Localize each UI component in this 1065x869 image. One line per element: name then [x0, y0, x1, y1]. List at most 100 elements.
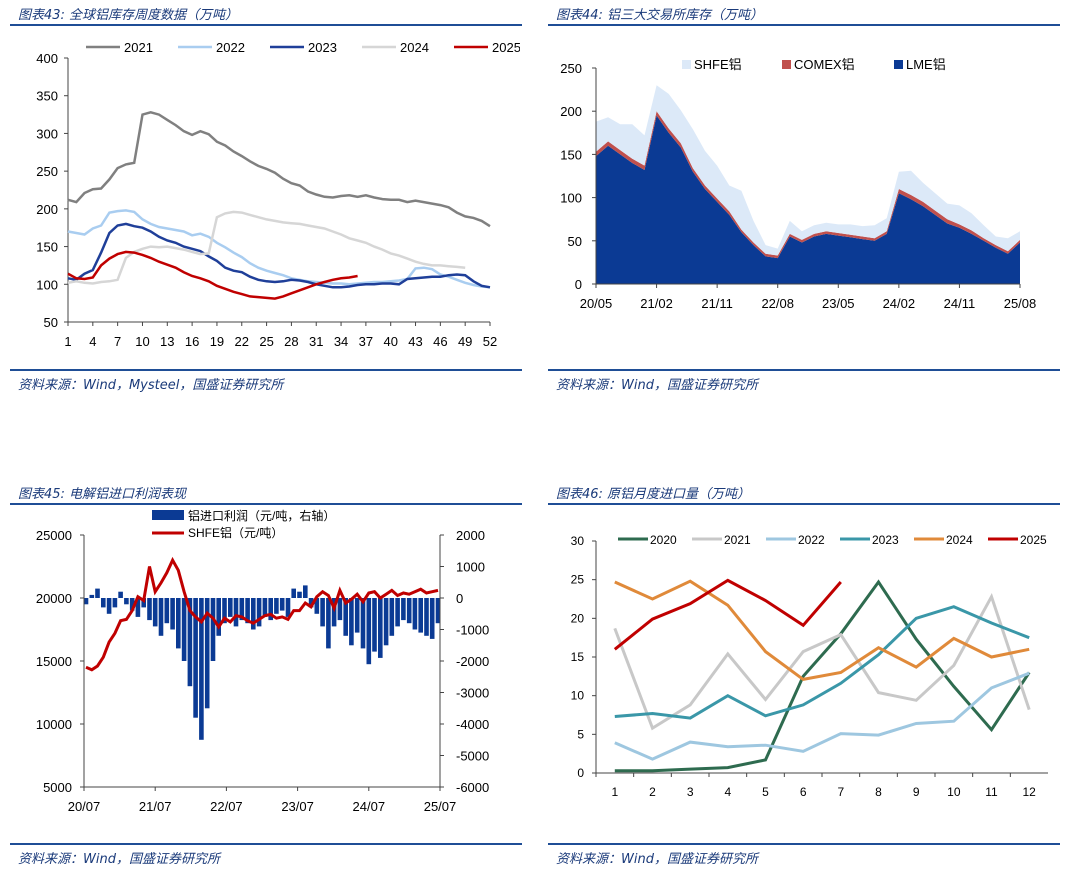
y-tick-label-left: 25000 — [36, 528, 72, 543]
profit-bar — [326, 598, 331, 649]
x-tick-label: 3 — [687, 785, 694, 799]
y-tick-label: 0 — [577, 766, 584, 780]
legend-label-2020: 2020 — [650, 533, 677, 547]
y-tick-label-right: -2000 — [456, 654, 489, 669]
y-tick-label: 100 — [560, 191, 582, 206]
profit-bar — [118, 591, 123, 598]
y-tick-label-left: 20000 — [36, 591, 72, 606]
x-tick-label: 21/02 — [640, 296, 673, 311]
profit-bar — [291, 588, 296, 598]
x-tick-label: 24/02 — [883, 296, 916, 311]
profit-bar — [245, 598, 250, 624]
x-tick-label: 4 — [89, 334, 96, 349]
x-tick-label: 7 — [837, 785, 844, 799]
x-tick-label: 22/07 — [210, 799, 243, 814]
y-tick-label: 150 — [36, 240, 58, 255]
chart45-import-profit: 500010000150002000025000-6000-5000-4000-… — [36, 508, 489, 814]
area-LME铝 — [596, 115, 1020, 284]
x-tick-label: 22/08 — [761, 296, 794, 311]
x-tick-label: 12 — [1022, 785, 1036, 799]
chart44-title: 图表44: 铝三大交易所库存（万吨） — [556, 8, 764, 23]
profit-bar — [222, 598, 227, 624]
series-line-2025 — [67, 250, 358, 300]
x-tick-label: 23/05 — [822, 296, 855, 311]
profit-bar — [262, 598, 268, 617]
series-line-2025 — [613, 578, 842, 651]
profit-bar — [331, 598, 337, 627]
x-tick-label: 31 — [309, 334, 323, 349]
x-tick-label: 49 — [458, 334, 472, 349]
chart43-source: 资料来源：Wind，Mysteel，国盛证券研究所 — [18, 378, 284, 393]
chart45-source: 资料来源：Wind，国盛证券研究所 — [18, 852, 220, 867]
x-tick-label: 1 — [611, 785, 618, 799]
y-tick-label: 0 — [575, 277, 582, 292]
profit-bar — [251, 598, 256, 630]
legend-label-LME铝: LME铝 — [906, 57, 946, 72]
profit-bar — [297, 591, 302, 598]
profit-bar — [152, 598, 158, 627]
profit-bar — [199, 598, 204, 740]
profit-bar — [366, 598, 372, 665]
chart46-title: 图表46: 原铝月度进口量（万吨） — [556, 487, 751, 502]
legend-label-profit: 铝进口利润（元/吨，右轴） — [188, 508, 335, 523]
profit-bar — [193, 598, 198, 718]
y-tick-label-left: 15000 — [36, 654, 72, 669]
profit-bar — [176, 598, 181, 649]
x-tick-label: 8 — [875, 785, 882, 799]
y-tick-label-right: -1000 — [456, 623, 489, 638]
profit-bar — [147, 598, 152, 621]
chart43-title: 图表43: 全球铝库存周度数据（万吨） — [18, 8, 239, 23]
y-tick-label-left: 5000 — [43, 780, 72, 795]
y-tick-label-right: -4000 — [456, 717, 489, 732]
y-tick-label: 100 — [36, 277, 58, 292]
legend-label-price: SHFE铝（元/吨） — [188, 525, 283, 540]
profit-bar — [106, 598, 112, 614]
legend-label-2023: 2023 — [872, 533, 899, 547]
chart45-title: 图表45: 电解铝进口利润表现 — [18, 487, 187, 502]
x-tick-label: 1 — [64, 334, 71, 349]
y-tick-label-left: 10000 — [36, 717, 72, 732]
profit-bar — [101, 598, 106, 608]
profit-bar — [279, 598, 285, 611]
series-line-2022 — [614, 671, 1030, 761]
profit-bar — [181, 598, 187, 661]
y-tick-label: 250 — [36, 164, 58, 179]
profit-bar — [429, 598, 435, 639]
profit-bar — [129, 598, 135, 611]
profit-bar — [256, 598, 262, 627]
x-tick-label: 5 — [762, 785, 769, 799]
profit-bar — [170, 598, 175, 630]
profit-bar — [418, 598, 423, 633]
x-tick-label: 10 — [135, 334, 149, 349]
x-tick-label: 9 — [913, 785, 920, 799]
legend-label-2022: 2022 — [798, 533, 825, 547]
series-line-2023 — [614, 605, 1030, 720]
y-tick-label: 10 — [571, 689, 585, 703]
profit-bar — [239, 598, 245, 621]
profit-bar — [164, 598, 170, 624]
profit-bar — [412, 598, 418, 630]
profit-bar — [285, 598, 291, 617]
x-tick-label: 7 — [114, 334, 121, 349]
y-tick-label: 300 — [36, 126, 58, 141]
x-tick-label: 25/08 — [1004, 296, 1037, 311]
y-tick-label: 5 — [577, 727, 584, 741]
y-tick-label: 400 — [36, 51, 58, 66]
legend-label-2024: 2024 — [400, 40, 429, 55]
legend-label-2025: 2025 — [492, 40, 520, 55]
chart44-exchange-inventory: 0 50 100 150 200 250 20/05 21/02 21/11 22/08 23/05… — [560, 57, 1037, 311]
x-tick-label: 24/11 — [944, 296, 976, 311]
y-tick-label-right: 2000 — [456, 528, 485, 543]
y-tick-label: 200 — [560, 104, 582, 119]
profit-bar — [378, 598, 383, 658]
legend-swatch-COMEX铝 — [782, 60, 791, 69]
profit-bar — [112, 598, 118, 608]
legend-swatch-profit — [152, 510, 184, 520]
series-line-2021 — [67, 111, 491, 228]
x-tick-label: 19 — [210, 334, 224, 349]
y-tick-label: 200 — [36, 202, 58, 217]
x-tick-label: 21/11 — [701, 296, 733, 311]
x-tick-label: 6 — [800, 785, 807, 799]
profit-bar — [406, 598, 412, 624]
x-tick-label: 11 — [985, 785, 998, 799]
